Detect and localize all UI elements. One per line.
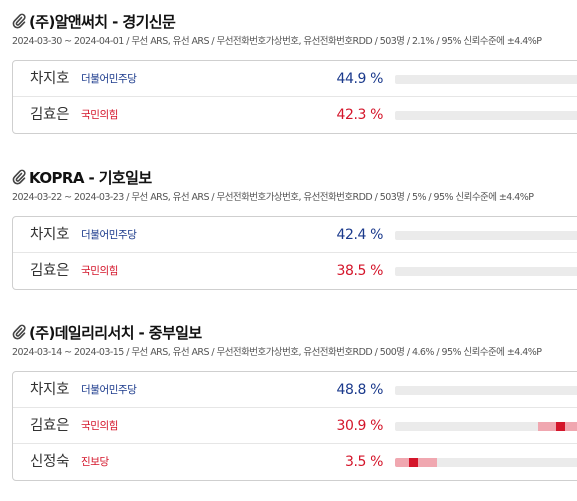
percent-bar [395, 111, 577, 120]
party-label: 국민의힘 [81, 109, 119, 121]
bar-marker [556, 422, 565, 431]
poll-card-2: KOPRA - 기호일보 2024-03-22 ~ 2024-03-23 / 무… [12, 166, 577, 290]
poll-meta: 2024-03-22 ~ 2024-03-23 / 무선 ARS, 유선 ARS… [12, 192, 534, 203]
percent-value: 38.5 % [336, 263, 383, 279]
poll-title-text: KOPRA - 기호일보 [29, 168, 152, 187]
paperclip-icon [12, 324, 26, 340]
paperclip-icon [12, 13, 26, 29]
party-label: 더불어민주당 [81, 229, 137, 241]
candidate-row: 김효은 국민의힘 38.5 % [13, 253, 577, 289]
percent-value: 42.4 % [336, 227, 383, 243]
candidate-row: 차지호 더불어민주당 44.9 % [13, 61, 577, 97]
paperclip-icon [12, 169, 26, 185]
candidate-name: 신정숙 [30, 454, 70, 470]
percent-bar [395, 267, 577, 276]
poll-card-1: (주)알앤써치 - 경기신문 2024-03-30 ~ 2024-04-01 /… [12, 10, 577, 134]
candidate-row: 차지호 더불어민주당 48.8 % [13, 372, 577, 408]
percent-value: 42.3 % [336, 107, 383, 123]
poll-meta: 2024-03-30 ~ 2024-04-01 / 무선 ARS, 유선 ARS… [12, 36, 542, 47]
candidate-name: 차지호 [30, 227, 70, 243]
poll-card-3: (주)데일리리서치 - 중부일보 2024-03-14 ~ 2024-03-15… [12, 321, 577, 481]
party-label: 국민의힘 [81, 265, 119, 277]
percent-value: 48.8 % [336, 382, 383, 398]
poll-title[interactable]: KOPRA - 기호일보 [12, 166, 577, 188]
result-box: 차지호 더불어민주당 42.4 % 김효은 국민의힘 38.5 % [12, 216, 577, 290]
candidate-name: 김효은 [30, 263, 70, 279]
percent-value: 30.9 % [336, 418, 383, 434]
candidate-name: 김효은 [30, 107, 70, 123]
party-label: 진보당 [81, 456, 109, 468]
poll-title-text: (주)알앤써치 - 경기신문 [29, 12, 176, 31]
result-box: 차지호 더불어민주당 48.8 % 김효은 국민의힘 30.9 % 신정숙 진보… [12, 371, 577, 481]
candidate-row: 김효은 국민의힘 30.9 % [13, 408, 577, 444]
candidate-row: 김효은 국민의힘 42.3 % [13, 97, 577, 133]
percent-bar [395, 231, 577, 240]
party-label: 더불어민주당 [81, 73, 137, 85]
poll-title-text: (주)데일리리서치 - 중부일보 [29, 323, 202, 342]
poll-title[interactable]: (주)알앤써치 - 경기신문 [12, 10, 577, 32]
party-label: 더불어민주당 [81, 384, 137, 396]
candidate-name: 김효은 [30, 418, 70, 434]
percent-bar [395, 458, 577, 467]
percent-value: 44.9 % [336, 71, 383, 87]
candidate-row: 차지호 더불어민주당 42.4 % [13, 217, 577, 253]
percent-value: 3.5 % [344, 454, 383, 470]
result-box: 차지호 더불어민주당 44.9 % 김효은 국민의힘 42.3 % [12, 60, 577, 134]
bar-marker [409, 458, 418, 467]
candidate-row: 신정숙 진보당 3.5 % [13, 444, 577, 480]
percent-bar [395, 386, 577, 395]
party-label: 국민의힘 [81, 420, 119, 432]
candidate-name: 차지호 [30, 71, 70, 87]
candidate-name: 차지호 [30, 382, 70, 398]
poll-meta: 2024-03-14 ~ 2024-03-15 / 무선 ARS, 유선 ARS… [12, 347, 542, 358]
percent-bar [395, 422, 577, 431]
poll-title[interactable]: (주)데일리리서치 - 중부일보 [12, 321, 577, 343]
percent-bar [395, 75, 577, 84]
